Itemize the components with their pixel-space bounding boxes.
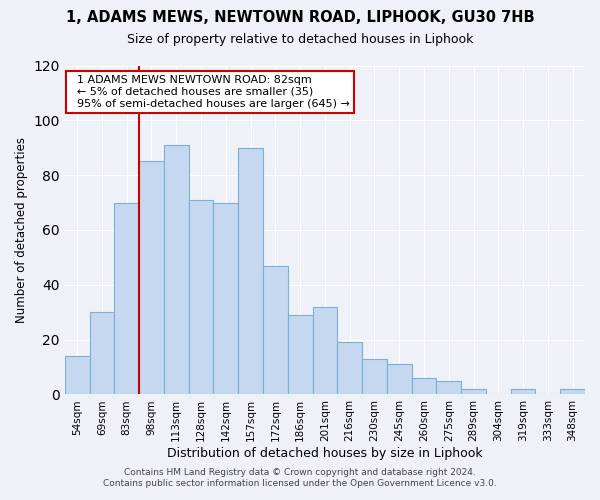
Bar: [139, 162, 164, 394]
Bar: [238, 148, 263, 394]
Bar: [511, 389, 535, 394]
Bar: [188, 200, 214, 394]
Bar: [461, 389, 486, 394]
Bar: [65, 356, 89, 395]
Bar: [263, 266, 288, 394]
Bar: [288, 315, 313, 394]
Bar: [337, 342, 362, 394]
Bar: [313, 306, 337, 394]
Bar: [387, 364, 412, 394]
Bar: [214, 202, 238, 394]
Text: Size of property relative to detached houses in Liphook: Size of property relative to detached ho…: [127, 32, 473, 46]
X-axis label: Distribution of detached houses by size in Liphook: Distribution of detached houses by size …: [167, 447, 483, 460]
Text: Contains HM Land Registry data © Crown copyright and database right 2024.
Contai: Contains HM Land Registry data © Crown c…: [103, 468, 497, 487]
Bar: [560, 389, 585, 394]
Bar: [89, 312, 115, 394]
Bar: [412, 378, 436, 394]
Bar: [436, 381, 461, 394]
Bar: [115, 202, 139, 394]
Bar: [362, 359, 387, 394]
Text: 1 ADAMS MEWS NEWTOWN ROAD: 82sqm
  ← 5% of detached houses are smaller (35)
  95: 1 ADAMS MEWS NEWTOWN ROAD: 82sqm ← 5% of…: [70, 76, 350, 108]
Y-axis label: Number of detached properties: Number of detached properties: [15, 137, 28, 323]
Text: 1, ADAMS MEWS, NEWTOWN ROAD, LIPHOOK, GU30 7HB: 1, ADAMS MEWS, NEWTOWN ROAD, LIPHOOK, GU…: [65, 10, 535, 25]
Bar: [164, 145, 188, 394]
